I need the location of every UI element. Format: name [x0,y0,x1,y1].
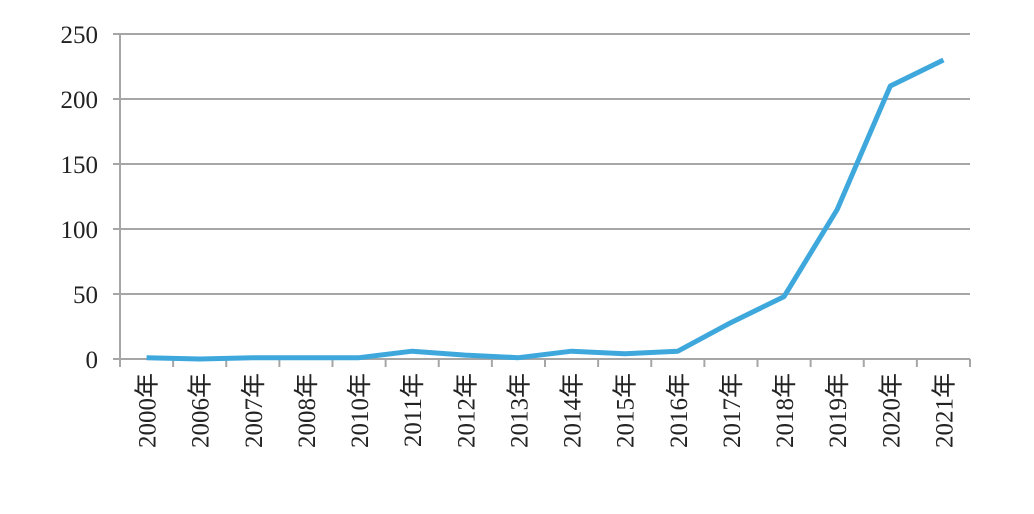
line [146,57,945,362]
x-tick-label: 2015年 [612,373,640,448]
x-tick-label: 2019年 [824,373,852,448]
x-tick-label: 2000年 [134,373,162,448]
x-tick-label: 2012年 [452,373,480,448]
x-tick-label: 2006年 [187,373,215,448]
x-tick-label: 2017年 [718,373,746,448]
x-tick-label: 2016年 [665,373,693,448]
x-tick-label: 2014年 [559,373,587,448]
y-tick-label: 250 [61,22,99,49]
x-tick-label: 2007年 [240,373,268,448]
y-tick-label: 150 [61,152,99,179]
x-tick-label: 2020年 [877,373,905,448]
x-tick-label: 2008年 [293,373,321,448]
x-tick-label: 2018年 [771,373,799,448]
y-tick-label: 0 [86,347,99,374]
y-tick-label: 100 [61,217,99,244]
y-tick-label: 50 [73,282,98,309]
x-tick-label: 2013年 [505,373,533,448]
y-tick-label: 200 [61,87,99,114]
x-tick-label: 2021年 [930,373,958,448]
x-tick-label: 2010年 [346,373,374,448]
x-tick-label: 2011年 [399,373,427,447]
